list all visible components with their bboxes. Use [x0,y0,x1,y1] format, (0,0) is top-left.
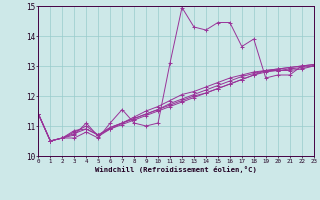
X-axis label: Windchill (Refroidissement éolien,°C): Windchill (Refroidissement éolien,°C) [95,166,257,173]
